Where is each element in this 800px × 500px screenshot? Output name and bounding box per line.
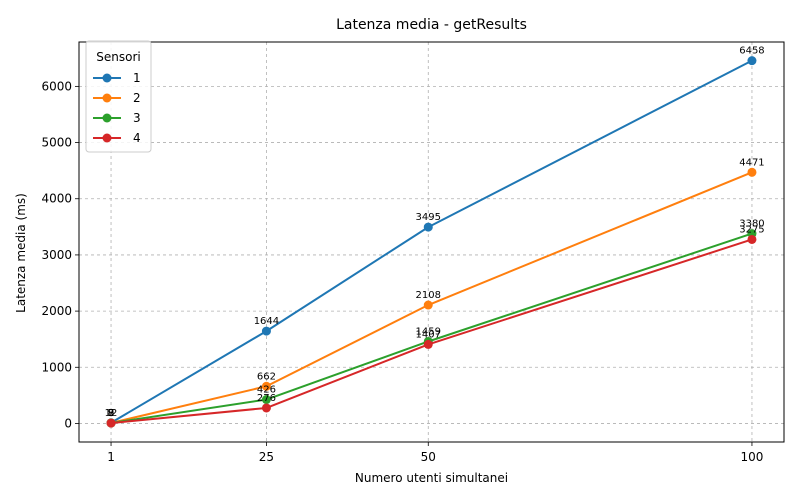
data-label: 276 xyxy=(257,393,276,404)
y-tick-label: 5000 xyxy=(41,136,72,150)
data-label: 12 xyxy=(105,408,118,419)
legend-label: 4 xyxy=(133,131,141,145)
data-label: 6458 xyxy=(739,46,764,57)
legend-marker xyxy=(102,73,112,83)
legend-label: 3 xyxy=(133,111,141,125)
legend: Sensori 1 2 3 4 xyxy=(85,40,152,153)
legend-marker xyxy=(102,93,112,103)
legend-item-4: 4 xyxy=(93,131,141,145)
data-point xyxy=(261,403,271,413)
data-label: 2108 xyxy=(416,290,441,301)
x-tick-label: 50 xyxy=(421,450,436,464)
data-label: 4471 xyxy=(739,157,764,168)
series-line xyxy=(110,238,753,425)
chart-title: Latenza media - getResults xyxy=(336,17,527,33)
y-tick-label: 2000 xyxy=(41,304,72,318)
x-tick-label: 100 xyxy=(741,450,764,464)
legend-box xyxy=(85,40,152,153)
y-axis-title: Latenza media (ms) xyxy=(14,193,28,313)
data-point xyxy=(423,300,433,310)
y-tick-label: 3000 xyxy=(41,248,72,262)
x-axis-title: Numero utenti simultanei xyxy=(355,471,508,485)
series-1 xyxy=(106,56,757,428)
series-line xyxy=(110,59,753,424)
y-tick-label: 6000 xyxy=(41,79,72,93)
data-point xyxy=(261,395,271,405)
data-point xyxy=(423,339,433,349)
series-group xyxy=(106,56,757,428)
series-4 xyxy=(106,234,757,428)
y-tick-label: 0 xyxy=(64,416,72,430)
legend-item-3: 3 xyxy=(93,111,141,125)
data-label: 1459 xyxy=(416,326,441,337)
legend-label: 2 xyxy=(133,91,141,105)
data-label: 426 xyxy=(257,385,276,396)
data-point xyxy=(261,381,271,391)
y-tick-label: 4000 xyxy=(41,192,72,206)
legend-items: 1 2 3 4 xyxy=(93,71,141,145)
data-label: 8 xyxy=(108,408,114,419)
legend-title: Sensori xyxy=(96,50,140,64)
data-label: 1644 xyxy=(254,316,279,327)
legend-marker xyxy=(102,133,112,143)
legend-item-1: 1 xyxy=(93,71,141,85)
data-point xyxy=(423,222,433,232)
data-label: 662 xyxy=(257,371,276,382)
legend-marker xyxy=(102,113,112,123)
data-label: 3495 xyxy=(416,212,441,223)
legend-item-2: 2 xyxy=(93,91,141,105)
x-tick-label: 1 xyxy=(107,450,115,464)
data-label: 3380 xyxy=(739,219,764,230)
data-label: 1407 xyxy=(416,329,441,340)
data-point xyxy=(747,167,757,177)
data-point xyxy=(106,418,116,428)
data-label: 3275 xyxy=(739,224,764,235)
x-tick-label: 25 xyxy=(259,450,274,464)
series-line xyxy=(110,171,753,424)
legend-label: 1 xyxy=(133,71,141,85)
y-tick-label: 1000 xyxy=(41,360,72,374)
plot-frame xyxy=(78,41,785,443)
data-label: 7 xyxy=(108,408,114,419)
series-line xyxy=(110,232,753,425)
data-point xyxy=(747,234,757,244)
data-point xyxy=(747,56,757,66)
data-point xyxy=(261,326,271,336)
data-labels: 1216443495645896622108447184261459338072… xyxy=(105,46,765,419)
data-label: 9 xyxy=(108,408,114,419)
